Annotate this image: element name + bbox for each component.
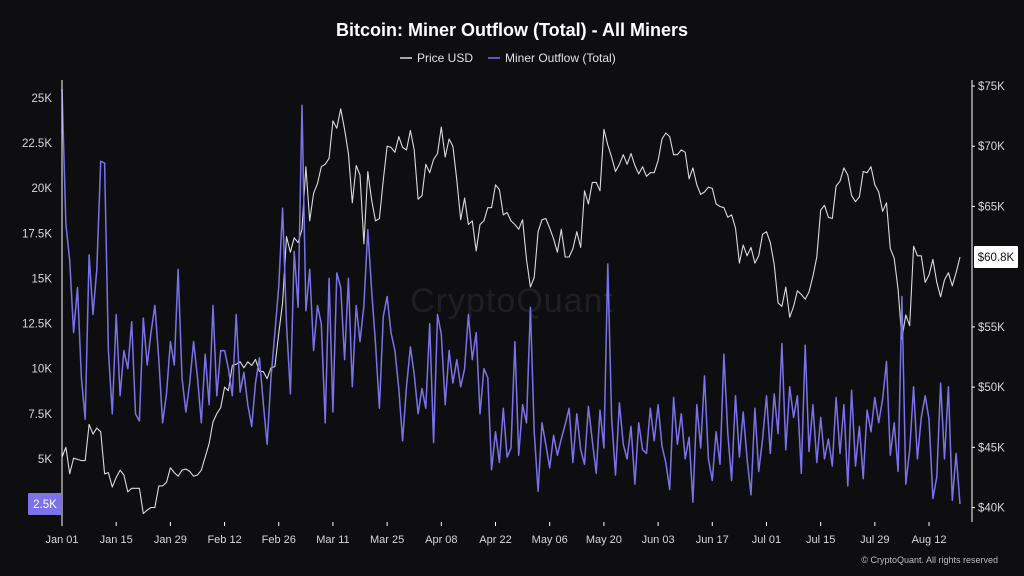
left-tick-label: 10K xyxy=(32,364,53,376)
right-tick-label: $70K xyxy=(978,141,1005,153)
x-tick-label: Apr 22 xyxy=(479,534,511,546)
axes: 25K 22.5K 20K 17.5K 15K 12.5K 10K 7.5K 5K $75K $70… xyxy=(22,80,1018,546)
x-tick-label: Jul 01 xyxy=(752,534,781,546)
x-tick-label: Apr 08 xyxy=(425,534,457,546)
left-tick-label: 15K xyxy=(32,273,53,285)
right-tick-label: $55K xyxy=(978,322,1005,334)
left-tick-label: 22.5K xyxy=(22,138,52,150)
legend-label-outflow[interactable]: Miner Outflow (Total) xyxy=(505,51,616,65)
plot-area[interactable] xyxy=(61,88,961,515)
right-tick-label: $75K xyxy=(978,81,1005,93)
x-tick-label: Mar 11 xyxy=(316,534,349,546)
x-tick-label: Feb 26 xyxy=(262,534,296,546)
x-tick-label: Jun 03 xyxy=(642,534,675,546)
left-tick-label: 17.5K xyxy=(22,228,52,240)
watermark-text: CryptoQuant xyxy=(410,282,614,320)
x-tick-label: Feb 12 xyxy=(207,534,241,546)
current-price-label-box xyxy=(974,246,1018,269)
x-tick-label: Jul 29 xyxy=(860,534,889,546)
x-tick-label: Jan 15 xyxy=(100,534,133,546)
legend[interactable]: Price USD Miner Outflow (Total) xyxy=(400,51,616,65)
x-tick-label: Jan 29 xyxy=(154,534,187,546)
left-tick-label: 7.5K xyxy=(28,409,52,421)
left-tick-label: 12.5K xyxy=(22,319,52,331)
right-tick-label: $40K xyxy=(978,503,1005,515)
x-tick-label: Jun 17 xyxy=(696,534,729,546)
current-price-label: $60.8K xyxy=(978,252,1015,264)
chart-title: Bitcoin: Miner Outflow (Total) - All Min… xyxy=(336,20,688,40)
x-tick-label: Jul 15 xyxy=(806,534,835,546)
current-outflow-label: 2.5K xyxy=(33,499,57,511)
current-outflow-label-box xyxy=(28,492,62,515)
left-tick-label: 5K xyxy=(38,454,52,466)
miner-outflow-line[interactable] xyxy=(61,88,961,505)
copyright-credit: © CryptoQuant. All rights reserved xyxy=(861,555,998,565)
left-tick-label: 25K xyxy=(32,93,53,105)
x-tick-label: May 20 xyxy=(586,534,622,546)
right-tick-label: $65K xyxy=(978,201,1005,213)
x-tick-label: Jan 01 xyxy=(45,534,78,546)
price-usd-line[interactable] xyxy=(61,108,961,515)
right-tick-label: $45K xyxy=(978,442,1005,454)
legend-label-price[interactable]: Price USD xyxy=(417,51,473,65)
left-tick-label: 20K xyxy=(32,183,53,195)
x-tick-label: Aug 12 xyxy=(912,534,947,546)
right-tick-label: $50K xyxy=(978,382,1005,394)
x-tick-label: May 06 xyxy=(532,534,568,546)
x-tick-label: Mar 25 xyxy=(370,534,404,546)
